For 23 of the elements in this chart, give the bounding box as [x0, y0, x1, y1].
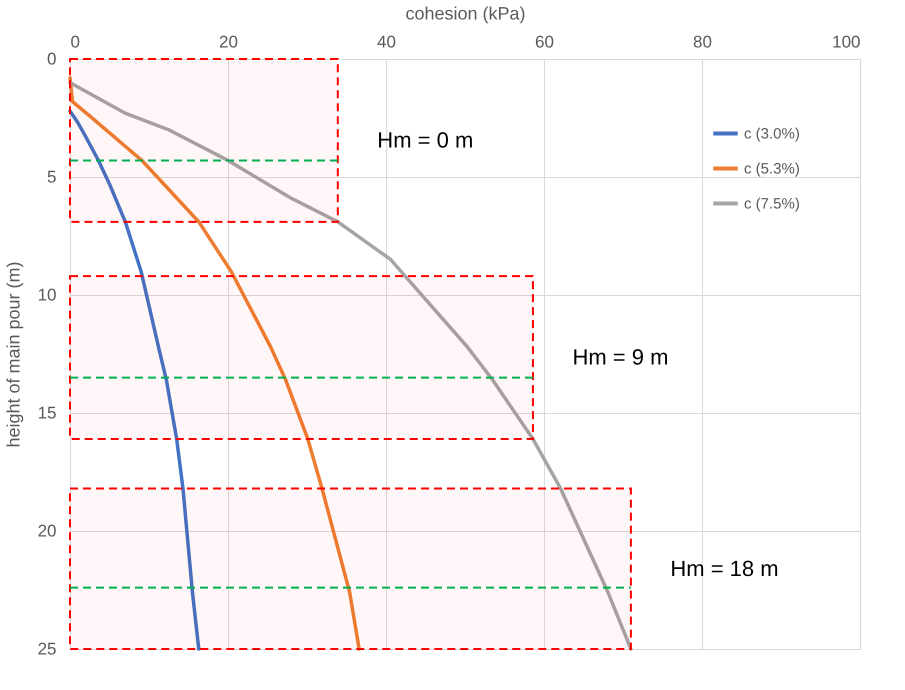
line-series [68, 76, 361, 651]
y-tick-label: 5 [47, 168, 56, 186]
x-tick-label: 100 [832, 32, 860, 52]
band-label: Hm = 9 m [572, 344, 668, 370]
y-tick-label: 25 [38, 640, 56, 658]
band-label: Hm = 18 m [670, 556, 779, 581]
legend-label: c (3.0%) [744, 126, 800, 142]
x-tick-label: 0 [70, 32, 80, 52]
x-tick-label: 20 [219, 32, 238, 52]
legend-label: c (5.3%) [744, 160, 800, 178]
x-tick-label: 60 [535, 32, 554, 52]
x-axis-title: cohesion (kPa) [405, 4, 526, 24]
y-axis-title: height of main pour (m) [4, 261, 24, 448]
y-tick-label: 0 [47, 50, 56, 68]
legend-label: c (7.5%) [744, 196, 800, 212]
y-tick-label: 20 [38, 522, 56, 540]
line-series [68, 109, 201, 651]
x-tick-label: 80 [693, 32, 712, 52]
y-tick-label: 10 [38, 286, 56, 304]
line-series [68, 80, 633, 651]
x-tick-label: 40 [377, 32, 396, 52]
y-tick-label: 15 [38, 404, 56, 422]
band-label: Hm = 0 m [377, 127, 474, 152]
